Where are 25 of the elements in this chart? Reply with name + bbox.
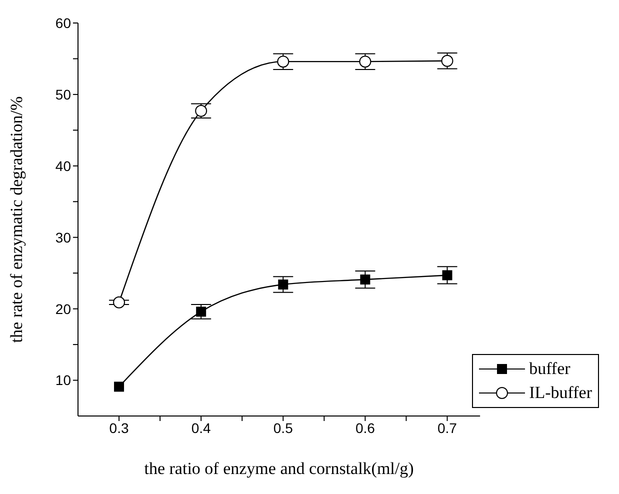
point — [278, 280, 288, 290]
point — [114, 382, 124, 392]
y-tick-label: 20 — [55, 300, 72, 317]
y-tick-label: 10 — [55, 372, 72, 388]
y-tick-label: 30 — [55, 229, 72, 246]
point — [359, 56, 372, 68]
point — [360, 274, 370, 285]
point — [196, 306, 206, 317]
x-axis-title: the ratio of enzyme and cornstalk(ml/g) — [144, 459, 414, 478]
y-tick-label: 50 — [55, 86, 72, 102]
point — [277, 56, 290, 68]
y-tick-label: 40 — [55, 158, 72, 174]
x-tick-label: 0.7 — [438, 420, 458, 436]
point — [195, 104, 208, 117]
x-tick-label: 0.6 — [355, 420, 376, 436]
y-tick-label: 60 — [55, 14, 72, 31]
legend-label: IL-buffer — [529, 383, 592, 403]
x-tick-label: 0.4 — [191, 420, 212, 436]
y-axis-title: the rate of enzymatic degradation/% — [7, 96, 26, 343]
x-tick-label: 0.3 — [109, 420, 129, 436]
point — [113, 296, 126, 308]
x-tick-label: 0.5 — [273, 420, 294, 436]
point — [441, 54, 454, 67]
point — [442, 270, 452, 280]
legend-label: buffer — [529, 359, 570, 379]
